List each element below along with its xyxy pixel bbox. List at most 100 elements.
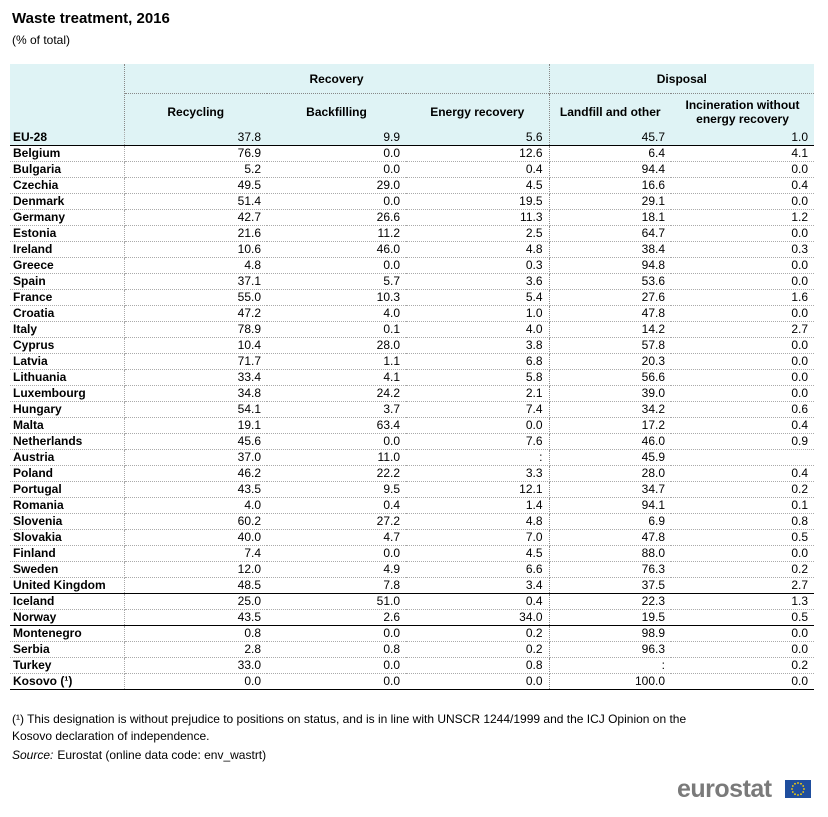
cell: 1.6 [671,289,815,306]
table-row: Italy 78.9 0.1 4.0 14.2 2.7 [10,321,815,338]
cell: 0.0 [671,225,815,242]
row-label: EU-28 [10,130,125,146]
corner [10,64,125,130]
cell: 4.5 [406,545,550,562]
cell: 76.9 [124,145,267,162]
cell: 0.0 [267,657,406,674]
cell: 27.6 [549,289,672,306]
cell: 10.4 [124,337,267,354]
cell: 0.0 [671,337,815,354]
cell: 34.0 [406,609,550,626]
cell: 0.5 [671,609,815,626]
cell: 2.6 [267,609,406,626]
cell: 3.8 [406,337,550,354]
row-label: Estonia [10,225,125,242]
cell: 3.3 [406,465,550,482]
cell: 100.0 [549,673,672,690]
table-row: Sweden 12.0 4.9 6.6 76.3 0.2 [10,561,815,578]
table-row: Slovakia 40.0 4.7 7.0 47.8 0.5 [10,529,815,546]
table-row: Kosovo (¹) 0.0 0.0 0.0 100.0 0.0 [10,673,815,690]
row-label: Austria [10,449,125,466]
cell: 4.8 [406,241,550,258]
cell: 56.6 [549,369,672,386]
table-row: Finland 7.4 0.0 4.5 88.0 0.0 [10,545,815,562]
cell: 39.0 [549,385,672,402]
row-label: Denmark [10,193,125,210]
column-header: Recycling [124,93,267,130]
cell: 7.4 [406,401,550,418]
table-row: Montenegro 0.8 0.0 0.2 98.9 0.0 [10,625,815,642]
cell: 4.0 [124,497,267,514]
row-label: Spain [10,273,125,290]
cell: 0.2 [671,657,815,674]
cell: 12.0 [124,561,267,578]
cell: 42.7 [124,209,267,226]
cell: 47.8 [549,305,672,322]
cell: 0.4 [406,161,550,178]
cell: 1.2 [671,209,815,226]
cell: 47.2 [124,305,267,322]
cell: 0.0 [267,625,406,642]
cell: 11.0 [267,449,406,466]
cell: 29.1 [549,193,672,210]
cell: 0.0 [671,369,815,386]
cell: 4.9 [267,561,406,578]
cell: 6.6 [406,561,550,578]
row-label: Iceland [10,593,125,610]
cell: 0.3 [671,241,815,258]
cell: 3.4 [406,577,550,594]
table-row: EU-28 37.8 9.9 5.6 45.7 1.0 [10,130,815,146]
row-label: Netherlands [10,433,125,450]
table-row: Poland 46.2 22.2 3.3 28.0 0.4 [10,465,815,482]
cell: 46.2 [124,465,267,482]
cell: 0.0 [406,673,550,690]
cell: 46.0 [267,241,406,258]
cell: 0.8 [671,513,815,530]
cell: 0.4 [267,497,406,514]
cell: 45.7 [549,130,672,146]
cell: 0.2 [671,561,815,578]
cell: 48.5 [124,577,267,594]
cell: 33.0 [124,657,267,674]
table-row: Iceland 25.0 51.0 0.4 22.3 1.3 [10,593,815,610]
row-label: France [10,289,125,306]
row-label: Italy [10,321,125,338]
row-label: Malta [10,417,125,434]
logo: eurostat [677,775,772,803]
group-header: Disposal [549,64,815,94]
cell: 6.8 [406,353,550,370]
cell: : [549,657,672,674]
cell: 14.2 [549,321,672,338]
table-row: Bulgaria 5.2 0.0 0.4 94.4 0.0 [10,161,815,178]
star [797,782,799,784]
cell: 6.4 [549,145,672,162]
cell: 7.8 [267,577,406,594]
cell: 34.7 [549,481,672,498]
star [797,794,799,796]
cell: 7.4 [124,545,267,562]
row-label: Slovenia [10,513,125,530]
star [791,791,794,793]
row-label: Bulgaria [10,161,125,178]
cell: 28.0 [549,465,672,482]
cell: 98.9 [549,625,672,642]
table-row: Slovenia 60.2 27.2 4.8 6.9 0.8 [10,513,815,530]
row-label: Slovakia [10,529,125,546]
cell: 22.3 [549,593,672,610]
cell: 0.0 [671,353,815,370]
table-row: Luxembourg 34.8 24.2 2.1 39.0 0.0 [10,385,815,402]
cell: 11.3 [406,209,550,226]
cell: 19.1 [124,417,267,434]
cell: 7.0 [406,529,550,546]
cell: 29.0 [267,177,406,194]
cell: 21.6 [124,225,267,242]
cell: 19.5 [549,609,672,626]
row-label: Poland [10,465,125,482]
cell: 0.0 [267,145,406,162]
table-row: Croatia 47.2 4.0 1.0 47.8 0.0 [10,305,815,322]
cell: 11.2 [267,225,406,242]
star [800,782,802,785]
cell: 0.6 [671,401,815,418]
cell: 88.0 [549,545,672,562]
cell: 3.7 [267,401,406,418]
